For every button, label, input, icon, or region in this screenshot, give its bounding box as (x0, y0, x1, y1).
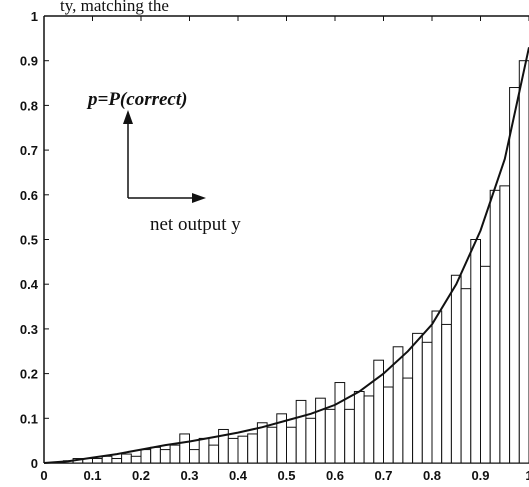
histogram-bar (237, 435, 249, 464)
fitted-curve-path (43, 47, 529, 464)
histogram-bar (518, 60, 529, 464)
histogram-bar (450, 274, 462, 464)
histogram-bar (159, 449, 171, 464)
histogram-bar (324, 408, 336, 464)
histogram-bar (315, 397, 326, 464)
histogram-bar (92, 458, 103, 464)
histogram-bar (150, 446, 161, 464)
x-tick-label: 0.1 (83, 468, 101, 483)
histogram-bar (412, 332, 423, 464)
x-tick-label: 0.7 (374, 468, 392, 483)
histogram-bar (344, 408, 355, 464)
histogram-bar (499, 185, 511, 464)
header-fragment: ty, matching the (60, 0, 169, 15)
histogram-bar (353, 390, 365, 464)
histogram-bar (363, 395, 375, 464)
histogram-bar (140, 449, 152, 464)
x-tick-label: 0.6 (326, 468, 344, 483)
x-tick-label: 0.4 (229, 468, 248, 483)
histogram-bar (470, 239, 481, 464)
y-tick-label: 1 (31, 9, 38, 24)
x-tick-label: 0 (40, 468, 47, 483)
histogram-bar (480, 265, 491, 464)
histogram-bars (62, 60, 529, 464)
histogram-bar (460, 288, 472, 464)
histogram-bar (383, 386, 394, 464)
x-tick-label: 0.3 (180, 468, 198, 483)
histogram-bar (227, 437, 239, 464)
histogram-bar (101, 455, 113, 464)
y-tick-label: 0.7 (20, 143, 38, 158)
x-tick-label: 0.9 (471, 468, 489, 483)
y-tick-label: 0.3 (20, 322, 38, 337)
histogram-bar (295, 399, 307, 464)
y-tick-label: 0.6 (20, 188, 38, 203)
right-arrow-icon (192, 193, 206, 203)
histogram-bar (421, 341, 433, 464)
y-tick-label: 0.2 (20, 367, 38, 382)
histogram-bar (198, 437, 210, 464)
histogram-bar (179, 433, 191, 464)
y-tick-label: 0.9 (20, 54, 38, 69)
fitted-curve (43, 47, 529, 464)
x-tick-label: 1 (525, 468, 529, 483)
histogram-bar (509, 87, 520, 464)
histogram-bar (121, 453, 132, 464)
histogram-bar (286, 426, 297, 464)
y-tick-label: 0 (31, 456, 38, 471)
y-tick-label: 0.1 (20, 411, 38, 426)
histogram-bar (441, 323, 452, 464)
histogram-bar (208, 444, 220, 464)
up-arrow-icon (123, 110, 133, 124)
axis-annotation: p=P(correct) net output y (86, 89, 241, 235)
histogram-bar (247, 433, 258, 464)
histogram-bar (489, 189, 501, 464)
histogram-bar (334, 382, 346, 464)
annotation-y-label: p=P(correct) (86, 89, 187, 110)
histogram-bar (169, 444, 181, 464)
histogram-bar (305, 417, 317, 464)
x-tick-label: 0.2 (132, 468, 150, 483)
histogram-bar (266, 426, 278, 464)
y-tick-label: 0.8 (20, 98, 38, 113)
tick-labels: 0 0.1 0.2 0.3 0.4 0.5 0.6 0.7 0.8 0.9 1 0 0.1 0.2 0.3 0… (20, 9, 529, 483)
histogram-bar (111, 458, 123, 464)
y-tick-label: 0.5 (20, 233, 38, 248)
x-tick-label: 0.5 (277, 468, 295, 483)
histogram-bar (130, 455, 142, 464)
y-tick-label: 0.4 (20, 277, 39, 292)
histogram-bar (431, 310, 443, 464)
annotation-x-label: net output y (150, 214, 241, 235)
histogram-bar (189, 449, 200, 464)
histogram-bar (402, 377, 414, 464)
x-tick-label: 0.8 (423, 468, 441, 483)
